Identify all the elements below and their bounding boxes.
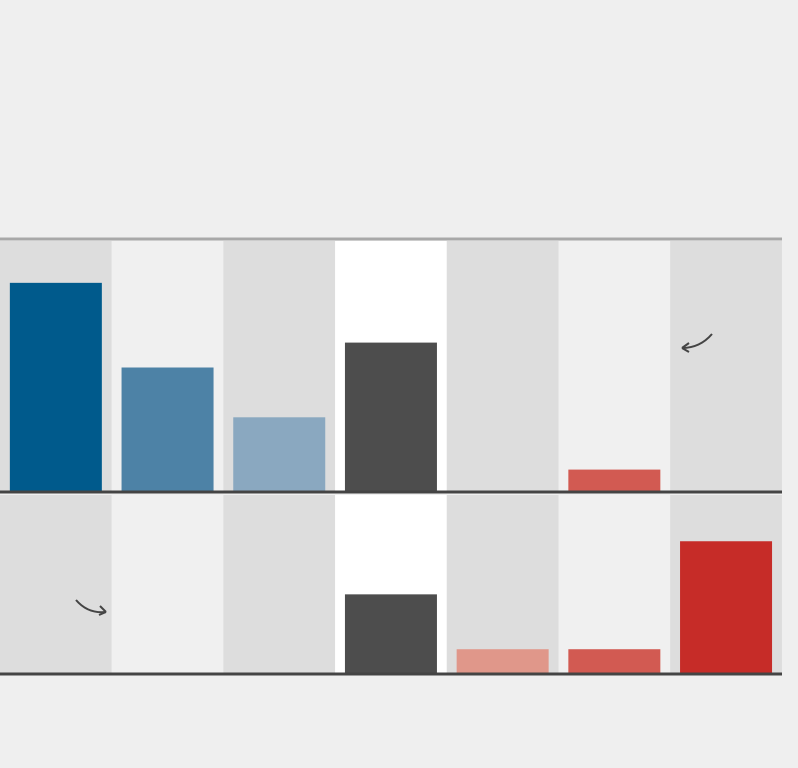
annotation-arrowhead <box>681 342 690 353</box>
bar <box>568 469 661 492</box>
column-band <box>670 241 782 492</box>
bar <box>121 367 214 492</box>
bar <box>568 649 661 674</box>
annotation-arrow <box>681 333 713 349</box>
column-band <box>446 495 559 674</box>
column-band <box>558 495 671 674</box>
column-band <box>558 241 671 492</box>
bar <box>344 594 437 674</box>
bar <box>9 282 102 492</box>
bar <box>680 541 773 674</box>
column-band <box>0 495 112 674</box>
annotation-arrow <box>75 599 107 614</box>
column-band <box>111 495 224 674</box>
bar <box>233 417 326 492</box>
column-band <box>223 495 336 674</box>
annotation-arrowhead <box>98 605 107 616</box>
column-band <box>446 241 559 492</box>
bar <box>456 649 549 674</box>
bar <box>344 342 437 492</box>
